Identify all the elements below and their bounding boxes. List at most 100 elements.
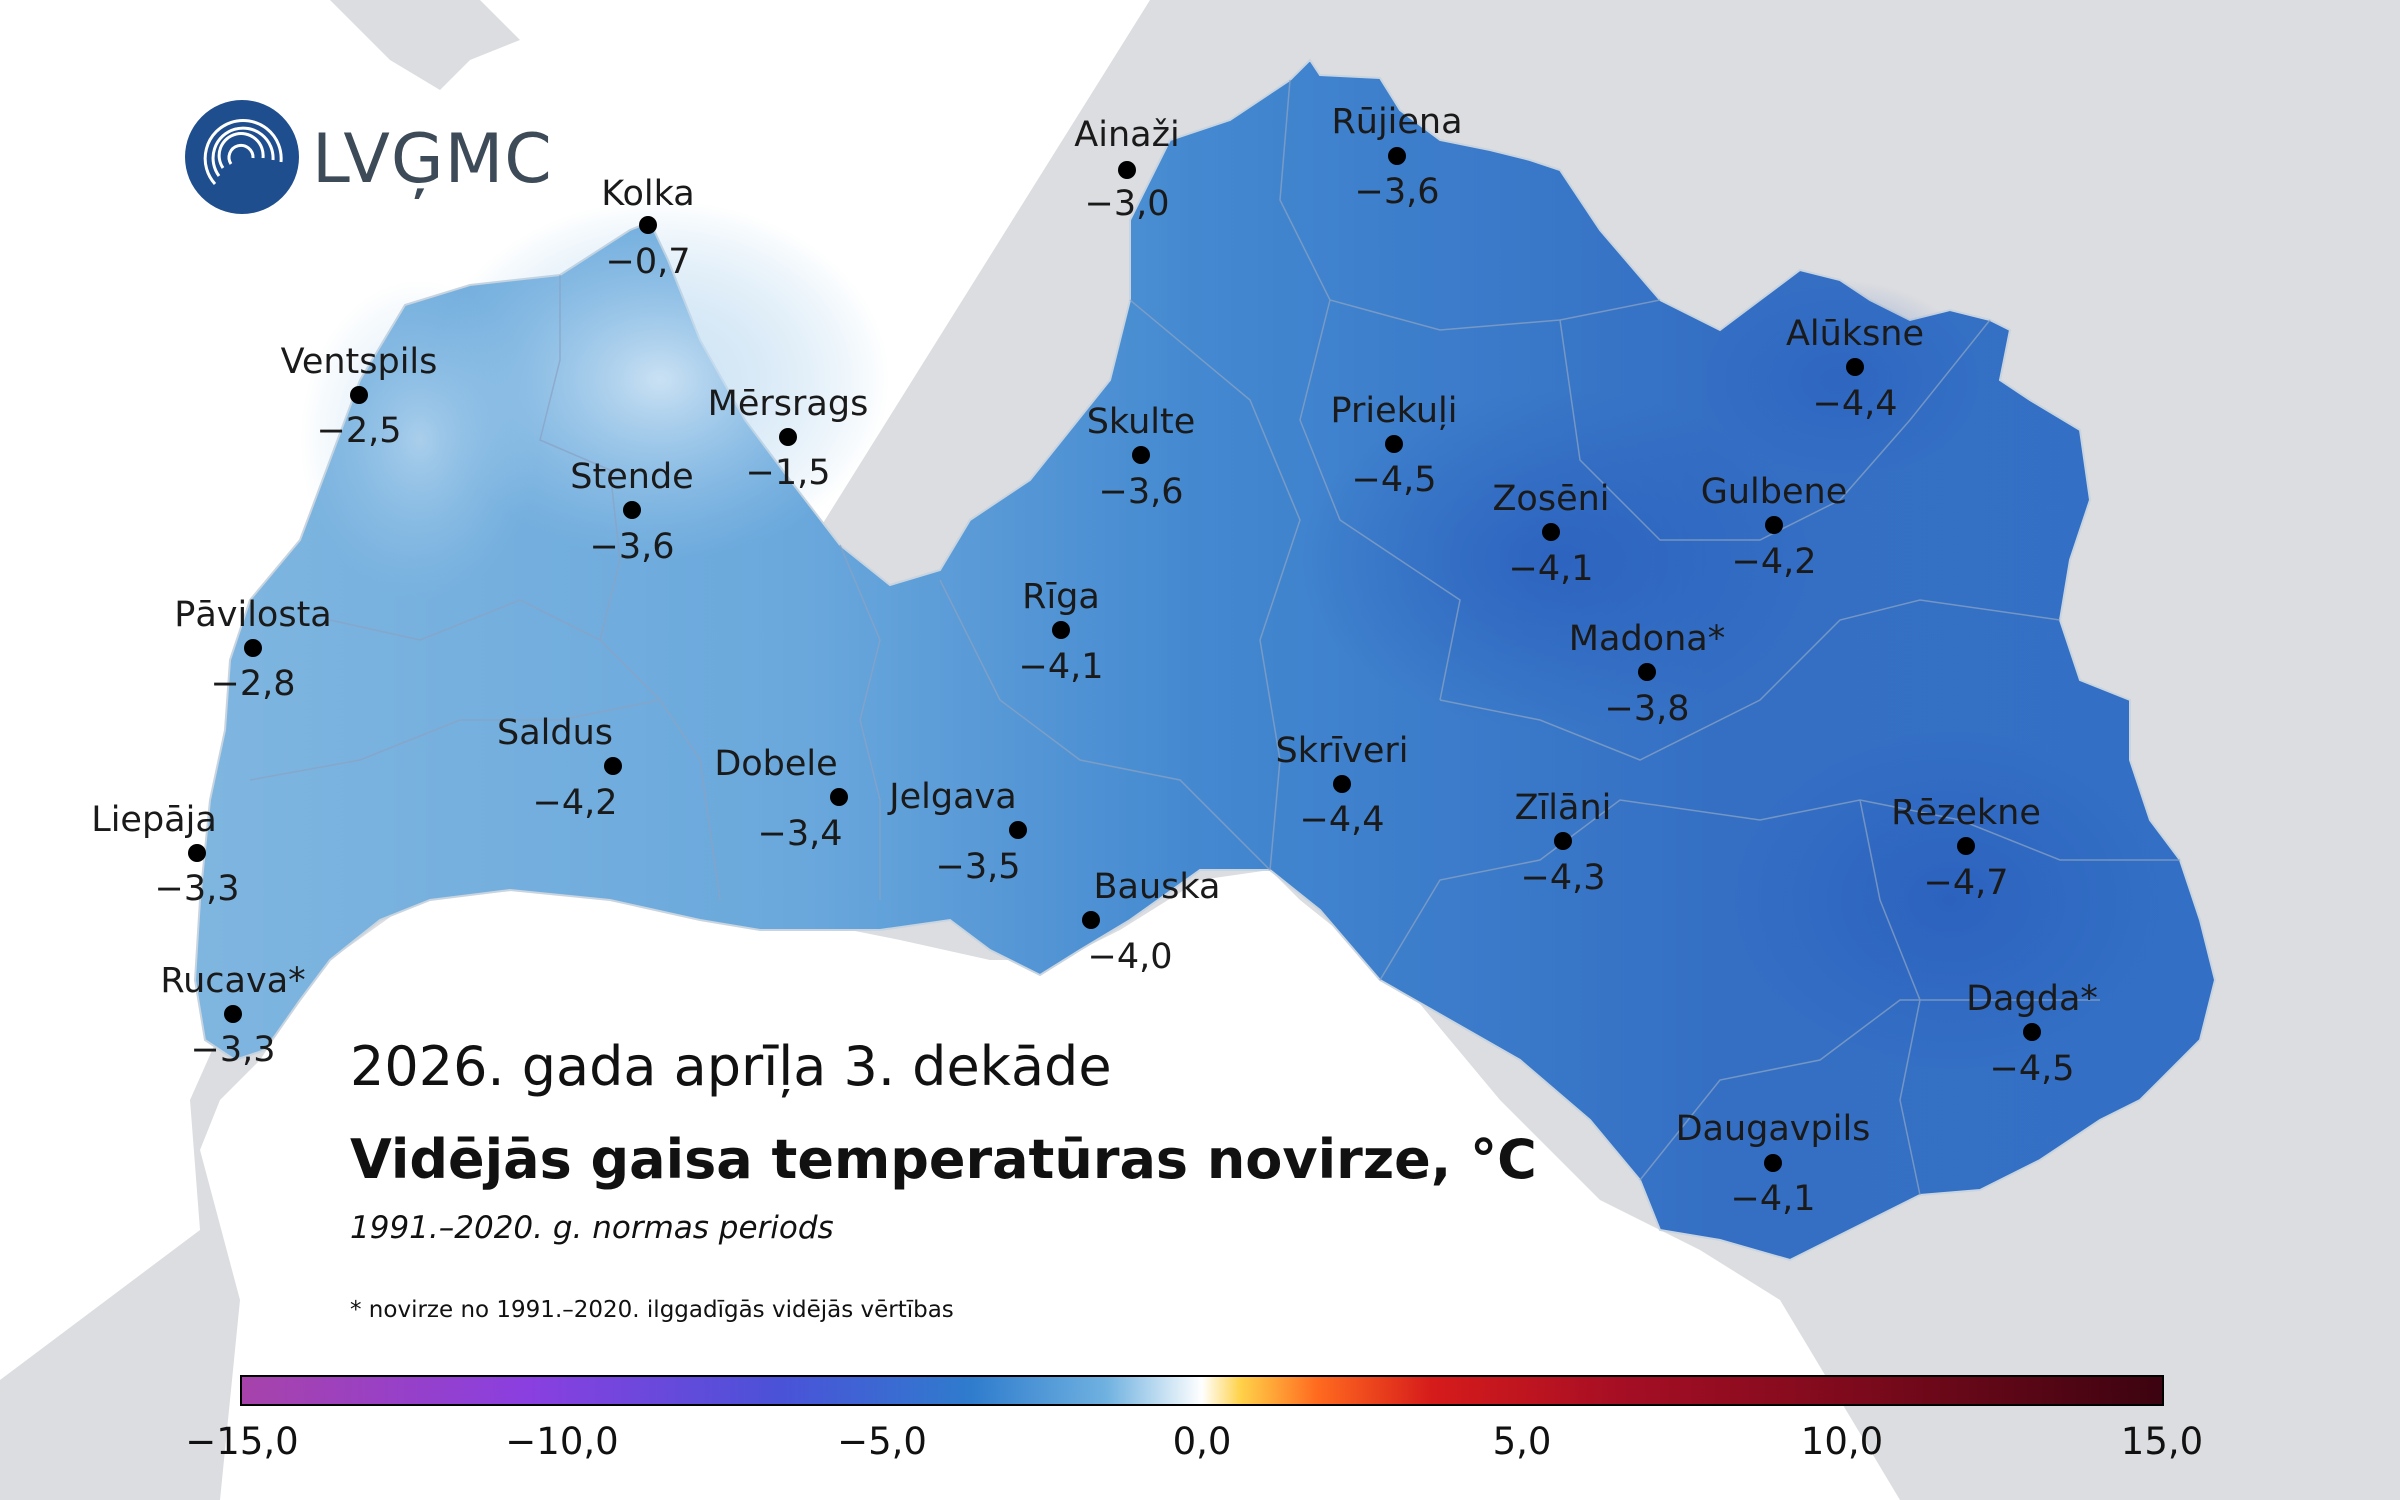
normal-period-note: 1991.–2020. g. normas periods (350, 1210, 834, 1246)
station-rūjiena: Rūjiena −3,6 (1331, 102, 1462, 212)
station-value: −2,8 (211, 664, 296, 704)
station-value: −0,7 (606, 242, 691, 282)
station-bauska: Bauska −4,0 (1082, 867, 1220, 977)
station-name: Ventspils (281, 342, 438, 382)
station-ainaži: Ainaži −3,0 (1074, 115, 1179, 224)
station-dot (1009, 821, 1027, 839)
station-dot (1333, 775, 1351, 793)
station-dot (244, 639, 262, 657)
colorbar-tick-label: −10,0 (505, 1420, 619, 1463)
station-jelgava: Jelgava −3,5 (887, 777, 1027, 887)
station-value: −3,3 (155, 869, 240, 909)
station-dot (1764, 1154, 1782, 1172)
station-name: Rēzekne (1891, 793, 2041, 833)
station-mērsrags: Mērsrags −1,5 (708, 384, 869, 493)
station-dot (1132, 446, 1150, 464)
station-name: Priekuļi (1331, 391, 1458, 431)
colorbar-tick-label: −5,0 (837, 1420, 927, 1463)
station-zīlāni: Zīlāni −4,3 (1515, 788, 1612, 898)
station-dot (224, 1005, 242, 1023)
station-dot (830, 788, 848, 806)
station-name: Gulbene (1701, 472, 1848, 512)
station-value: −4,1 (1509, 549, 1594, 589)
station-name: Mērsrags (708, 384, 869, 424)
station-name: Daugavpils (1676, 1109, 1871, 1149)
colorbar-tick-label: 0,0 (1172, 1420, 1232, 1463)
station-skulte: Skulte −3,6 (1087, 402, 1196, 512)
station-dot (779, 428, 797, 446)
station-zosēni: Zosēni −4,1 (1492, 479, 1609, 589)
station-dot (1765, 516, 1783, 534)
station-dot (1388, 147, 1406, 165)
station-name: Stende (570, 457, 693, 497)
station-name: Bauska (1094, 867, 1221, 907)
station-value: −4,2 (1732, 542, 1817, 582)
vidzeme-cold-area (1300, 390, 1820, 730)
station-skrīveri: Skrīveri −4,4 (1276, 731, 1409, 840)
station-name: Saldus (497, 713, 613, 753)
station-pāvilosta: Pāvilosta −2,8 (174, 595, 332, 704)
station-dot (188, 844, 206, 862)
station-value: −4,1 (1731, 1179, 1816, 1219)
aluksne-cold-area (1700, 280, 1980, 480)
station-stende: Stende −3,6 (570, 457, 693, 567)
station-name: Dobele (714, 744, 837, 784)
station-value: −3,6 (1355, 172, 1440, 212)
station-value: −4,4 (1300, 800, 1385, 840)
station-daugavpils: Daugavpils −4,1 (1676, 1109, 1871, 1219)
station-name: Dagda* (1966, 979, 2098, 1019)
station-value: −3,0 (1085, 184, 1170, 224)
station-value: −3,5 (936, 847, 1021, 887)
station-ventspils: Ventspils −2,5 (281, 342, 438, 451)
station-value: −3,8 (1605, 689, 1690, 729)
station-rīga: Rīga −4,1 (1019, 577, 1104, 687)
station-rucava: Rucava* −3,3 (160, 961, 305, 1070)
station-name: Skrīveri (1276, 731, 1409, 771)
station-dot (2023, 1023, 2041, 1041)
station-name: Pāvilosta (174, 595, 332, 635)
station-dot (1118, 161, 1136, 179)
estonia-coast (1100, 0, 1160, 470)
station-dagda: Dagda* −4,5 (1966, 979, 2098, 1089)
station-value: −1,5 (746, 453, 831, 493)
asterisk-footnote: * novirze no 1991.–2020. ilggadīgās vidē… (350, 1297, 954, 1323)
station-value: −3,6 (1099, 472, 1184, 512)
station-name: Rūjiena (1331, 102, 1462, 142)
station-dobele: Dobele −3,4 (714, 744, 848, 854)
colorbar-tick-label: 5,0 (1492, 1420, 1552, 1463)
station-value: −4,4 (1813, 384, 1898, 424)
lvgmc-logo-text: LVĢMC (312, 120, 553, 199)
station-name: Jelgava (887, 777, 1016, 817)
station-name: Ainaži (1074, 115, 1179, 155)
ventspils-warm-area (300, 280, 540, 600)
station-saldus: Saldus −4,2 (497, 713, 622, 823)
station-name: Kolka (601, 174, 694, 214)
sweden-island (330, 0, 520, 90)
station-value: −4,0 (1088, 937, 1173, 977)
station-madona: Madona* −3,8 (1569, 619, 1725, 729)
station-dot (1846, 358, 1864, 376)
station-value: −4,7 (1924, 863, 2009, 903)
colorbar-tick-label: −15,0 (185, 1420, 299, 1463)
station-priekuļi: Priekuļi −4,5 (1331, 391, 1458, 500)
station-value: −4,2 (533, 783, 618, 823)
station-value: −3,4 (758, 814, 843, 854)
station-gulbene: Gulbene −4,2 (1701, 472, 1848, 582)
station-value: −3,6 (590, 527, 675, 567)
kolka-warm-area (430, 200, 890, 560)
station-value: −2,5 (317, 411, 402, 451)
colorbar (240, 1375, 2164, 1406)
station-dot (1542, 523, 1560, 541)
station-liepāja: Liepāja −3,3 (91, 800, 239, 909)
station-name: Madona* (1569, 619, 1725, 659)
map-title: Vidējās gaisa temperatūras novirze, °C (350, 1128, 1537, 1191)
colorbar-tick-label: 15,0 (2120, 1420, 2204, 1463)
station-value: −4,3 (1521, 858, 1606, 898)
station-dot (1385, 435, 1403, 453)
station-dot (1052, 621, 1070, 639)
station-name: Rucava* (160, 961, 305, 1001)
station-value: −4,5 (1352, 460, 1437, 500)
colorbar-tick-label: 10,0 (1800, 1420, 1884, 1463)
